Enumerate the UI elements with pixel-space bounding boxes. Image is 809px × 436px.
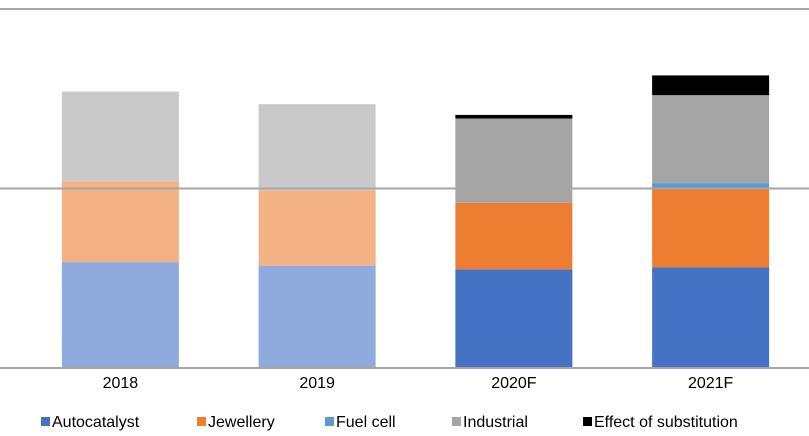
bar-segment <box>258 190 376 266</box>
x-tick-label: 2020F <box>491 375 537 392</box>
bar-segment <box>652 188 770 268</box>
legend-swatch <box>197 417 206 426</box>
bar-segment <box>258 265 376 368</box>
legend-label: Fuel cell <box>336 414 396 431</box>
bar-segment <box>61 91 179 182</box>
bar-segment <box>258 104 376 191</box>
x-tick-label: 2019 <box>299 375 335 392</box>
bar-segment <box>455 269 573 368</box>
legend-label: Jewellery <box>208 414 275 431</box>
bar-segment <box>455 118 573 203</box>
legend-label: Industrial <box>463 414 528 431</box>
legend-swatch <box>325 417 334 426</box>
bar-segment <box>652 95 770 184</box>
legend-swatch <box>452 417 461 426</box>
legend-label: Autocatalyst <box>52 414 140 431</box>
bar-segment <box>455 114 573 119</box>
x-tick-label: 2018 <box>103 375 139 392</box>
bar-segment <box>652 267 770 368</box>
legend-swatch <box>583 417 592 426</box>
x-tick-label: 2021F <box>688 375 734 392</box>
bar-segment <box>652 75 770 96</box>
bar-segment <box>61 181 179 263</box>
legend-swatch <box>41 417 50 426</box>
bar-segment <box>652 183 770 189</box>
bar-segment <box>61 262 179 368</box>
bar-segment <box>455 202 573 270</box>
legend-label: Effect of substitution <box>594 414 738 431</box>
